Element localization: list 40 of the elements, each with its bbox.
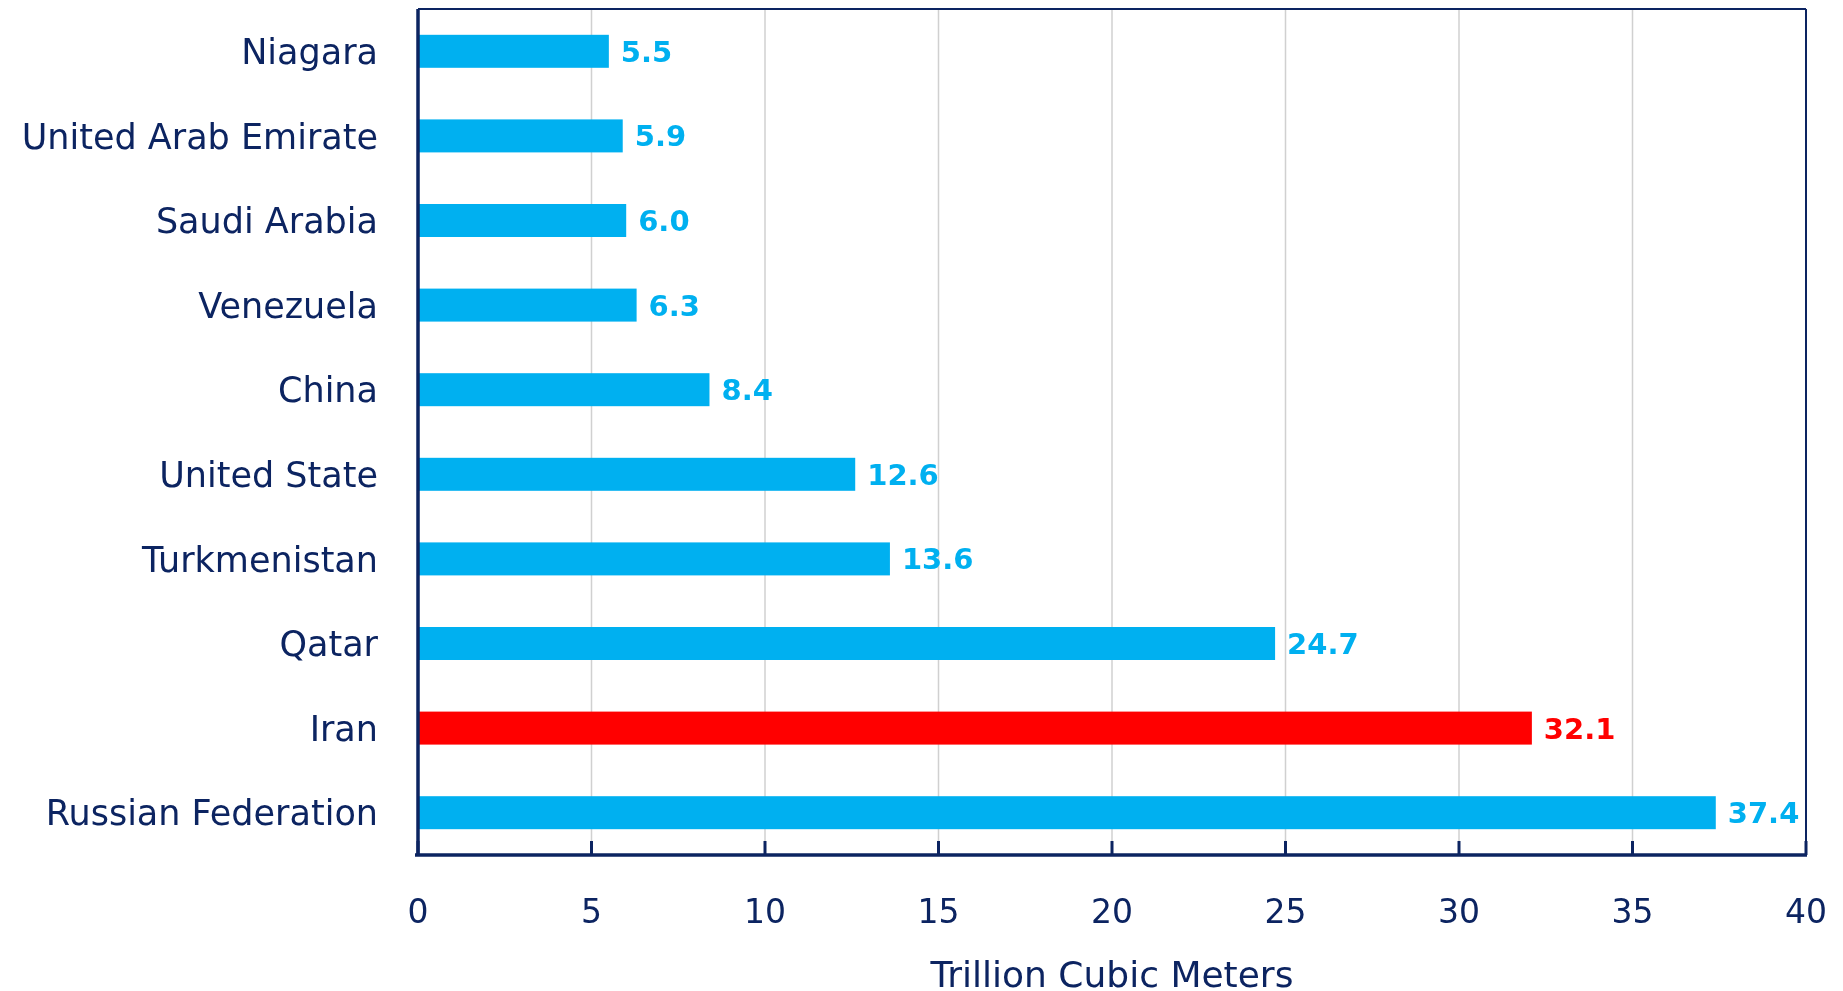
data-label: 8.4 xyxy=(721,373,773,408)
bar xyxy=(418,119,623,153)
data-label: 13.6 xyxy=(901,542,974,577)
data-label: 6.0 xyxy=(638,203,690,238)
data-label: 5.5 xyxy=(620,34,673,69)
x-tick-label: 40 xyxy=(1785,892,1827,931)
data-label: 37.4 xyxy=(1727,796,1800,831)
x-tick-label: 20 xyxy=(1091,892,1133,931)
bar xyxy=(418,542,890,576)
bar xyxy=(418,288,637,322)
x-axis-title: Trillion Cubic Meters xyxy=(929,954,1294,991)
data-label: 24.7 xyxy=(1287,626,1359,661)
y-tick-label: Saudi Arabia xyxy=(155,201,378,242)
y-tick-label: United State xyxy=(159,454,378,495)
data-label: 5.9 xyxy=(634,119,687,154)
x-tick-label: 10 xyxy=(744,892,786,931)
x-tick-label: 15 xyxy=(917,892,960,931)
x-tick-label: 25 xyxy=(1264,892,1307,931)
data-label: 12.6 xyxy=(867,457,939,492)
x-tick-label: 0 xyxy=(407,892,429,931)
bar xyxy=(418,711,1532,745)
y-tick-label: United Arab Emirate xyxy=(21,116,378,157)
x-tick-label: 5 xyxy=(581,892,602,931)
bar xyxy=(418,796,1716,830)
bar xyxy=(418,373,710,407)
x-tick-label: 30 xyxy=(1438,892,1480,931)
bar xyxy=(418,204,627,237)
y-tick-label: Russian Federation xyxy=(45,793,378,834)
y-tick-label: Qatar xyxy=(279,624,379,665)
y-tick-label: Iran xyxy=(309,708,378,749)
y-tick-label: China xyxy=(278,370,378,411)
bar xyxy=(418,34,609,68)
bar xyxy=(418,457,856,491)
y-tick-label: Turkmenistan xyxy=(140,539,378,580)
bar xyxy=(418,627,1276,660)
data-label: 6.3 xyxy=(648,288,700,323)
y-tick-label: Niagara xyxy=(241,31,378,72)
y-tick-label: Venezuela xyxy=(198,285,378,326)
data-label: 32.1 xyxy=(1543,711,1616,746)
x-tick-label: 35 xyxy=(1611,892,1654,931)
